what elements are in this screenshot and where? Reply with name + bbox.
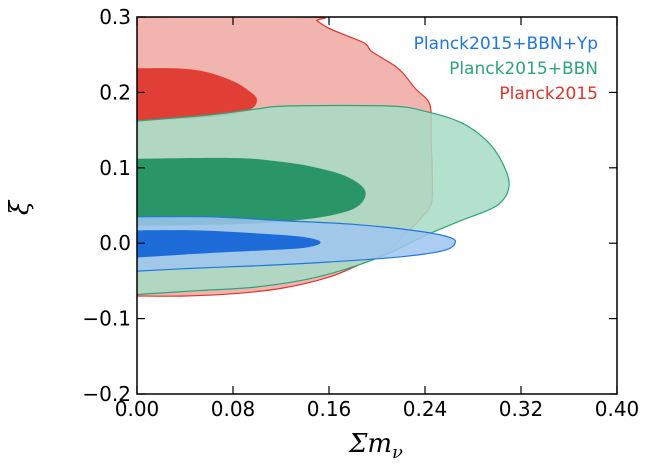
x-tick-label: 0.08 — [211, 397, 256, 421]
y-tick-label: −0.2 — [82, 382, 131, 406]
x-tick-label: 0.40 — [595, 397, 640, 421]
tick-layer — [136, 16, 618, 395]
x-tick-label: 0.24 — [403, 397, 448, 421]
legend-entry-planck2015-bbn: Planck2015+BBN — [449, 59, 598, 79]
x-tick-label: 0.32 — [499, 397, 544, 421]
x-axis-label: Σmν — [348, 429, 403, 463]
x-axis-label-subscript: ν — [392, 442, 403, 463]
contour-68-planck2015-bbn-yp — [137, 230, 321, 258]
series-planck2015-bbn-yp — [137, 215, 457, 272]
y-tick-label: 0.3 — [99, 5, 131, 29]
y-tick-label: 0.1 — [99, 156, 131, 180]
legend: Planck2015+BBN+Yp Planck2015+BBN Planck2… — [414, 34, 598, 104]
legend-entry-planck2015-bbn-yp: Planck2015+BBN+Yp — [414, 34, 598, 54]
contour-68-planck2015-bbn — [137, 157, 366, 226]
x-tick-label: 0.00 — [115, 397, 160, 421]
x-tick-label: 0.16 — [307, 397, 352, 421]
y-tick-label: 0.0 — [99, 231, 131, 255]
y-tick-label: 0.2 — [99, 80, 131, 104]
tick-label-layer: 0.00 0.08 0.16 0.24 0.32 0.40 −0.2 −0.1 0.0 0.1 0.… — [82, 5, 639, 421]
y-axis-label: ξ — [5, 199, 35, 215]
plot-frame — [136, 16, 618, 395]
y-tick-label: −0.1 — [82, 307, 131, 331]
contour-layer — [137, 17, 510, 297]
legend-entry-planck2015: Planck2015 — [499, 84, 598, 104]
contour-68-planck2015 — [137, 68, 257, 121]
